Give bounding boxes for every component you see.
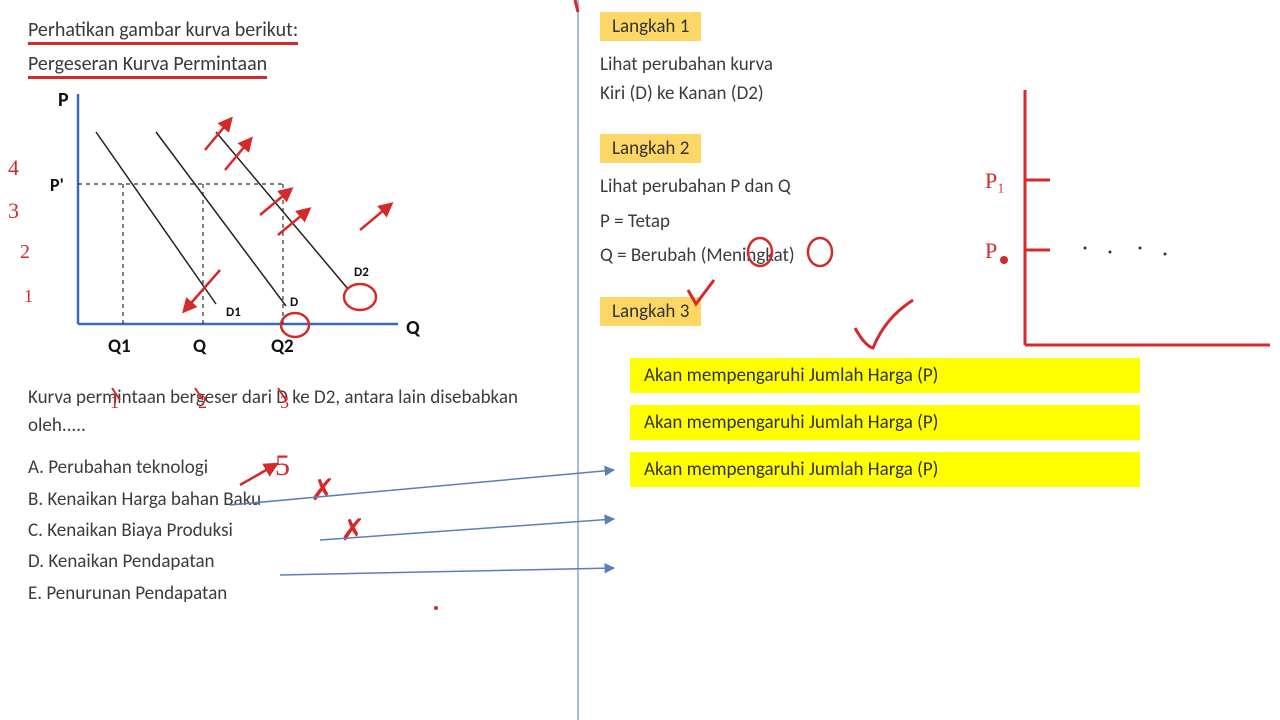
curve-d2	[216, 132, 348, 289]
curve-d1	[96, 132, 216, 304]
label-d: D	[290, 295, 298, 310]
option-e: E. Penurunan Pendapatan	[28, 579, 565, 608]
option-a: A. Perubahan teknologi	[28, 453, 565, 482]
step1-text: Lihat perubahan kurva Kiri (D) ke Kanan …	[600, 51, 1270, 108]
step2-badge: Langkah 2	[600, 134, 701, 163]
title: Perhatikan gambar kurva berikut:	[28, 18, 565, 42]
subtitle: Pergeseran Kurva Permintaan	[28, 52, 565, 76]
p-prime-label: P'	[50, 174, 64, 196]
tick-q1: Q1	[108, 335, 131, 358]
option-c: C. Kenaikan Biaya Produksi	[28, 516, 565, 545]
subtitle-text: Pergeseran Kurva Permintaan	[28, 52, 267, 79]
x-axis-label: Q	[406, 316, 421, 340]
label-d2: D2	[354, 265, 369, 280]
right-column: Langkah 1 Lihat perubahan kurva Kiri (D)…	[590, 0, 1280, 720]
step3-badge: Langkah 3	[600, 297, 701, 326]
options-list: A. Perubahan teknologi B. Kenaikan Harga…	[28, 453, 565, 608]
title-text: Perhatikan gambar kurva berikut:	[28, 18, 298, 45]
step1-badge: Langkah 1	[600, 12, 701, 41]
yellow-box-1: Akan mempengaruhi Jumlah Harga (P)	[630, 358, 1140, 393]
chart-svg: P Q P' D1 D D2 Q1 Q Q2	[28, 84, 428, 384]
option-b: B. Kenaikan Harga bahan Baku	[28, 485, 565, 514]
y-axis-label: P	[58, 88, 69, 112]
left-column: Perhatikan gambar kurva berikut: Pergese…	[0, 0, 575, 720]
column-divider	[577, 0, 579, 720]
yellow-box-3: Akan mempengaruhi Jumlah Harga (P)	[630, 452, 1140, 487]
tick-q: Q	[193, 335, 207, 358]
label-d1: D1	[226, 305, 241, 320]
tick-q2: Q2	[271, 335, 294, 358]
option-d: D. Kenaikan Pendapatan	[28, 547, 565, 576]
yellow-box-2: Akan mempengaruhi Jumlah Harga (P)	[630, 405, 1140, 440]
step2-text: Lihat perubahan P dan Q P = Tetap Q = Be…	[600, 173, 1270, 271]
question-text: Kurva permintaan bergeser dari D ke D2, …	[28, 384, 565, 439]
curve-d	[156, 132, 286, 306]
demand-chart: P Q P' D1 D D2 Q1 Q Q2	[28, 84, 428, 384]
